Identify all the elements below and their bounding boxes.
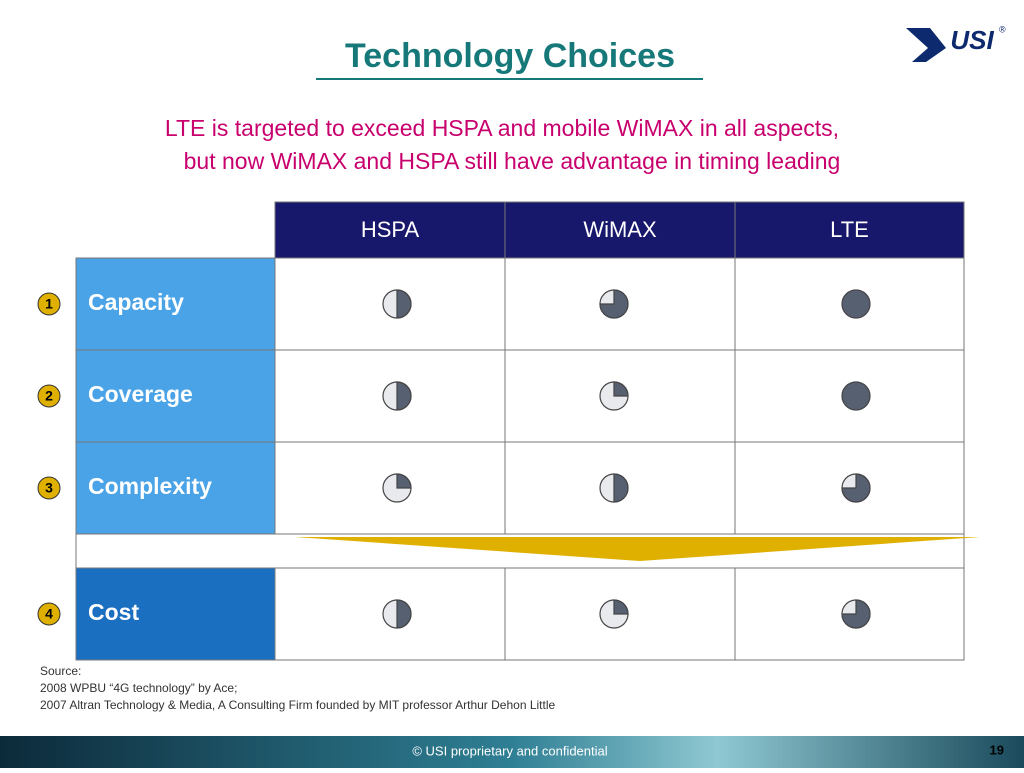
harvey-ball — [841, 473, 871, 503]
row-label: Cost — [88, 599, 139, 625]
harvey-ball — [396, 381, 412, 411]
row-label-cell — [75, 567, 276, 661]
row-number: 2 — [45, 388, 53, 404]
row-number-badge — [37, 292, 61, 316]
harvey-ball — [396, 599, 412, 629]
harvey-ball — [841, 381, 871, 411]
row-label: Complexity — [88, 473, 212, 499]
harvey-ball — [613, 599, 629, 615]
source-line: 2008 WPBU “4G technology” by Ace; — [40, 681, 237, 695]
subtitle-line: but now WiMAX and HSPA still have advant… — [184, 148, 841, 174]
row-number: 1 — [45, 296, 53, 312]
chevron — [295, 537, 980, 561]
row-number-badge — [37, 476, 61, 500]
harvey-ball — [841, 289, 871, 319]
harvey-ball — [599, 289, 629, 319]
logo: USI ® — [906, 24, 1006, 62]
logo-shape — [906, 28, 946, 62]
footer-text: © USI proprietary and confidential — [412, 743, 607, 758]
harvey-ball — [613, 381, 629, 397]
row-label-cell — [75, 349, 276, 443]
harvey-ball — [841, 599, 871, 629]
harvey-ball — [396, 289, 412, 319]
page-number: 19 — [990, 742, 1004, 757]
title: Technology Choices — [345, 37, 675, 75]
row-number-badge — [37, 602, 61, 626]
row-label: Coverage — [88, 381, 193, 407]
column-header: WiMAX — [583, 217, 657, 242]
row-label-cell — [75, 441, 276, 535]
logo-text: USI — [950, 25, 994, 55]
table: HSPA WiMAX LTE Capacity 1 Coverage 2 Complexity… — [37, 201, 980, 661]
harvey-ball — [613, 473, 629, 503]
footer-band — [0, 736, 1024, 768]
source: Source: 2008 WPBU “4G technology” by Ace… — [40, 664, 556, 712]
harvey-ball — [396, 473, 412, 489]
row-label: Capacity — [88, 289, 184, 315]
logo-mark: ® — [999, 24, 1006, 34]
source-line: Source: — [40, 664, 81, 678]
row-number: 3 — [45, 480, 53, 496]
column-header: LTE — [830, 217, 869, 242]
row-number: 4 — [45, 606, 53, 622]
source-line: 2007 Altran Technology & Media, A Consul… — [40, 698, 556, 712]
row-number-badge — [37, 384, 61, 408]
column-header: HSPA — [361, 217, 420, 242]
row-label-cell — [75, 257, 276, 351]
subtitle-line: LTE is targeted to exceed HSPA and mobil… — [165, 115, 839, 141]
